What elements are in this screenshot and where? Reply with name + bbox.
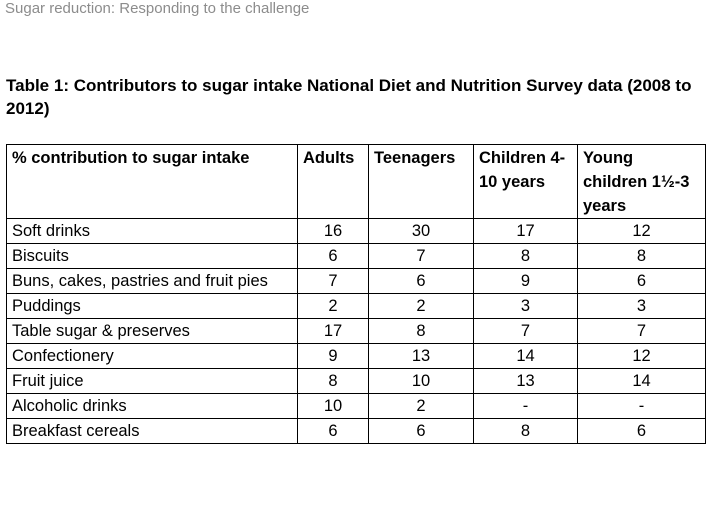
teenagers-value-cell: 2	[368, 293, 474, 319]
table-header-row: % contribution to sugar intake Adults Te…	[6, 144, 706, 219]
young-children-value-cell: 14	[577, 368, 706, 394]
food-label-cell: Biscuits	[6, 243, 298, 269]
teenagers-value-cell: 6	[368, 418, 474, 444]
table-row: Biscuits 6 7 8 8	[6, 243, 706, 269]
children-value-cell: 14	[473, 343, 578, 369]
adults-value-cell: 16	[297, 218, 369, 244]
adults-value-cell: 6	[297, 418, 369, 444]
running-header: Sugar reduction: Responding to the chall…	[5, 0, 310, 17]
adults-value-cell: 17	[297, 318, 369, 344]
young-children-value-cell: 12	[577, 343, 706, 369]
table-row: Puddings 2 2 3 3	[6, 293, 706, 319]
column-header-young-children: Young children 1½-3 years	[577, 144, 706, 219]
children-value-cell: 3	[473, 293, 578, 319]
table-row: Table sugar & preserves 17 8 7 7	[6, 318, 706, 344]
food-label-cell: Puddings	[6, 293, 298, 319]
children-value-cell: 17	[473, 218, 578, 244]
column-header-children: Children 4-10 years	[473, 144, 578, 219]
column-header-adults: Adults	[297, 144, 369, 219]
food-label-cell: Soft drinks	[6, 218, 298, 244]
teenagers-value-cell: 2	[368, 393, 474, 419]
adults-value-cell: 6	[297, 243, 369, 269]
table-row: Buns, cakes, pastries and fruit pies 7 6 9 6	[6, 268, 706, 294]
young-children-value-cell: 12	[577, 218, 706, 244]
table-row: Soft drinks 16 30 17 12	[6, 218, 706, 244]
food-label-cell: Alcoholic drinks	[6, 393, 298, 419]
children-value-cell: 7	[473, 318, 578, 344]
food-label-cell: Fruit juice	[6, 368, 298, 394]
table-row: Breakfast cereals 6 6 8 6	[6, 418, 706, 444]
food-label-cell: Buns, cakes, pastries and fruit pies	[6, 268, 298, 294]
adults-value-cell: 10	[297, 393, 369, 419]
teenagers-value-cell: 8	[368, 318, 474, 344]
adults-value-cell: 7	[297, 268, 369, 294]
column-header-teenagers: Teenagers	[368, 144, 474, 219]
table-row: Fruit juice 8 10 13 14	[6, 368, 706, 394]
adults-value-cell: 9	[297, 343, 369, 369]
young-children-value-cell: 6	[577, 418, 706, 444]
teenagers-value-cell: 30	[368, 218, 474, 244]
table-body: Soft drinks 16 30 17 12 Biscuits 6 7 8 8 Buns, cak…	[6, 218, 706, 444]
children-value-cell: 13	[473, 368, 578, 394]
young-children-value-cell: 3	[577, 293, 706, 319]
teenagers-value-cell: 7	[368, 243, 474, 269]
food-label-cell: Table sugar & preserves	[6, 318, 298, 344]
children-value-cell: -	[473, 393, 578, 419]
young-children-value-cell: 7	[577, 318, 706, 344]
sugar-intake-table: % contribution to sugar intake Adults Te…	[6, 144, 706, 444]
young-children-value-cell: 6	[577, 268, 706, 294]
teenagers-value-cell: 6	[368, 268, 474, 294]
children-value-cell: 9	[473, 268, 578, 294]
column-header-contribution: % contribution to sugar intake	[6, 144, 298, 219]
table-row: Confectionery 9 13 14 12	[6, 343, 706, 369]
food-label-cell: Confectionery	[6, 343, 298, 369]
children-value-cell: 8	[473, 418, 578, 444]
children-value-cell: 8	[473, 243, 578, 269]
young-children-value-cell: -	[577, 393, 706, 419]
adults-value-cell: 2	[297, 293, 369, 319]
young-children-value-cell: 8	[577, 243, 706, 269]
food-label-cell: Breakfast cereals	[6, 418, 298, 444]
table-caption: Table 1: Contributors to sugar intake Na…	[6, 76, 692, 118]
teenagers-value-cell: 13	[368, 343, 474, 369]
teenagers-value-cell: 10	[368, 368, 474, 394]
adults-value-cell: 8	[297, 368, 369, 394]
table-row: Alcoholic drinks 10 2- -	[6, 393, 706, 419]
